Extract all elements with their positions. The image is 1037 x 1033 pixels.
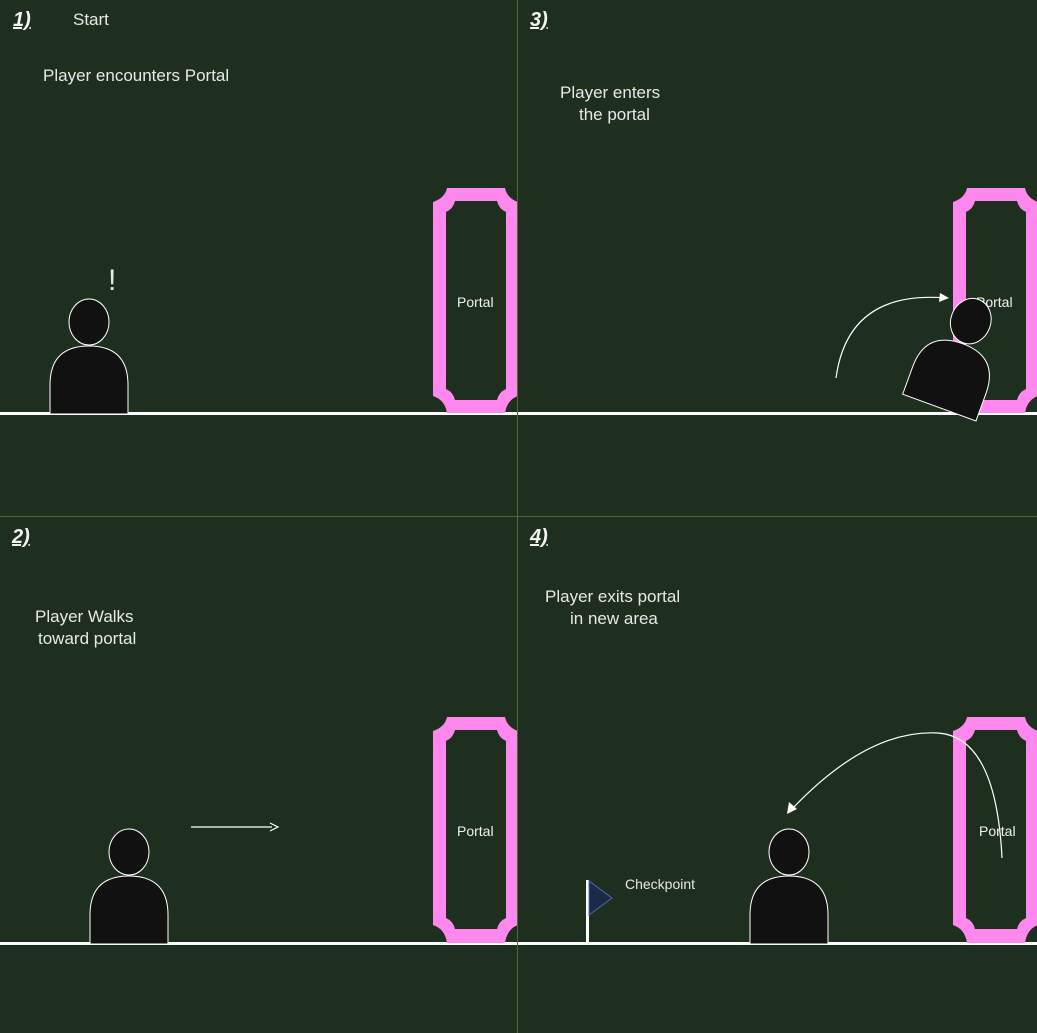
exit-arrow bbox=[791, 732, 1003, 859]
panel-1: 1) Start Player encounters Portal ! Port… bbox=[0, 0, 517, 516]
player-figure bbox=[749, 828, 829, 945]
checkpoint-label: Checkpoint bbox=[625, 876, 696, 892]
exclamation-mark: ! bbox=[108, 264, 117, 297]
portal-label: Portal bbox=[457, 294, 494, 310]
arrow-head bbox=[269, 822, 280, 832]
player-figure bbox=[89, 828, 169, 945]
panel-caption-line2: toward portal bbox=[38, 629, 137, 648]
panel-4: 4) Player exits portal in new area Check… bbox=[518, 517, 1037, 1033]
scene-2 bbox=[0, 717, 517, 945]
panel-caption-line2: in new area bbox=[570, 609, 658, 628]
panel-caption-line2: the portal bbox=[579, 105, 650, 124]
scene-1 bbox=[0, 188, 517, 415]
checkpoint-flag bbox=[586, 880, 613, 943]
ground-line bbox=[0, 942, 517, 945]
panel-caption-line1: Player exits portal bbox=[545, 587, 681, 606]
panel-number: 2) bbox=[12, 526, 30, 548]
panel-number: 4) bbox=[530, 526, 548, 548]
ground-line bbox=[0, 412, 517, 415]
panel-caption-line1: Player enters bbox=[560, 83, 661, 102]
player-figure bbox=[49, 298, 129, 415]
horizontal-divider bbox=[0, 516, 1037, 517]
arrow-head bbox=[787, 802, 797, 814]
portal-frame bbox=[953, 717, 1037, 943]
panel-caption: Player encounters Portal bbox=[43, 66, 230, 85]
scene-3-overlay bbox=[835, 293, 992, 422]
arrow-head bbox=[939, 293, 949, 302]
panel-number: 1) bbox=[13, 9, 31, 31]
panel-3: 3) Player enters the portal Portal bbox=[518, 0, 1037, 516]
panel-caption-line1: Player Walks bbox=[35, 607, 134, 626]
scene-4-overlay bbox=[787, 732, 1003, 859]
portal-frame bbox=[433, 717, 517, 943]
panel-number: 3) bbox=[530, 9, 548, 31]
jump-arrow bbox=[835, 296, 947, 379]
panel-2: 2) Player Walks toward portal Portal bbox=[0, 517, 517, 1033]
player-figure-tilted bbox=[902, 297, 992, 422]
portal-label: Portal bbox=[979, 823, 1016, 839]
panel-title: Start bbox=[73, 10, 109, 29]
ground-line bbox=[518, 412, 1037, 415]
scene-4 bbox=[518, 717, 1037, 945]
portal-frame bbox=[433, 188, 517, 413]
portal-label: Portal bbox=[457, 823, 494, 839]
